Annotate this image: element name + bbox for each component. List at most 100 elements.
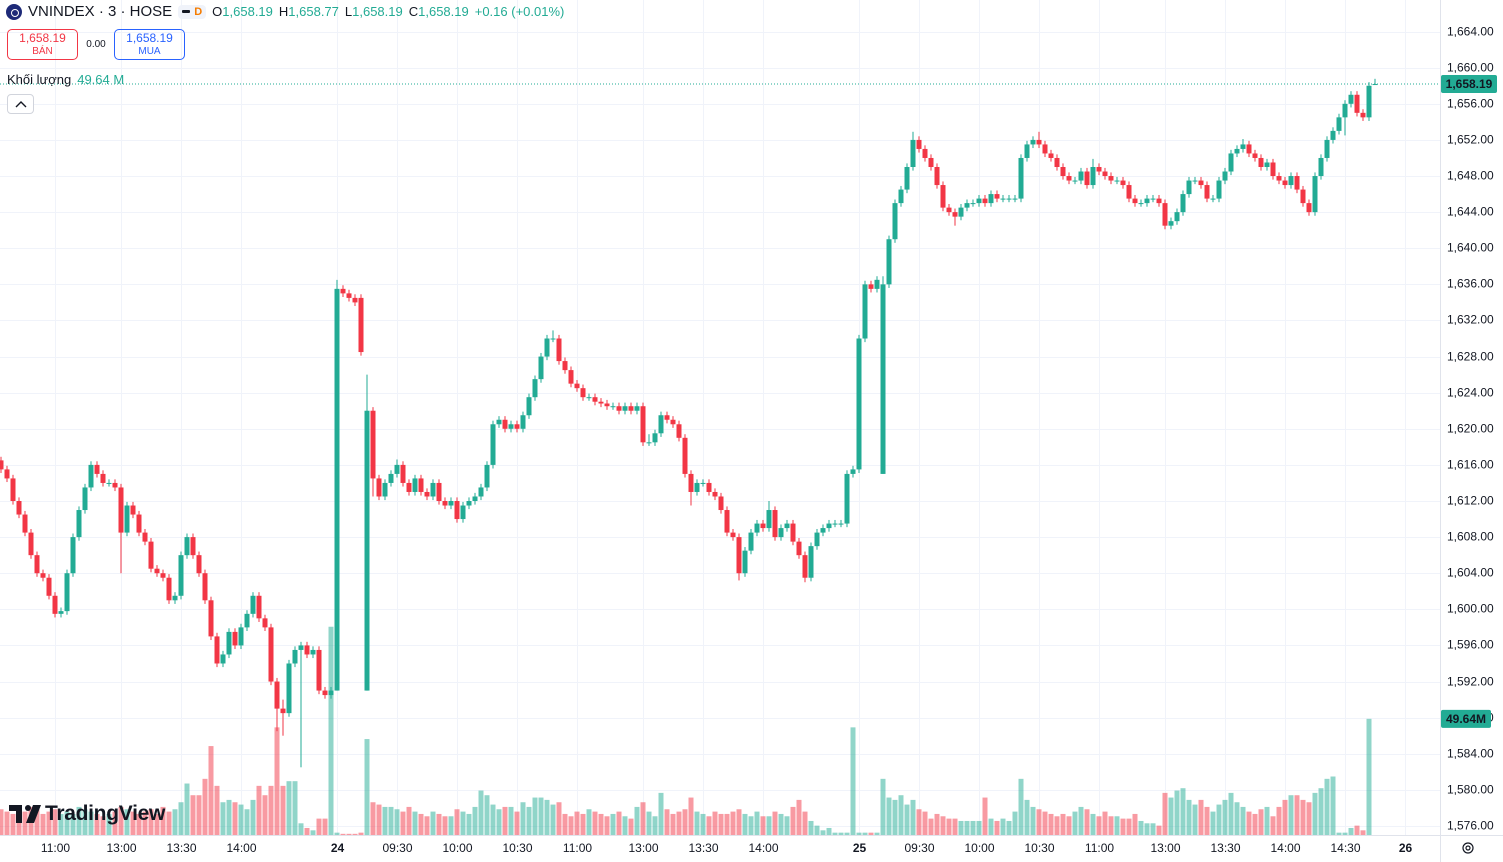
candle-body [196, 555, 202, 574]
candle-body [886, 239, 892, 285]
volume-bar [1222, 799, 1228, 835]
candle-body [598, 401, 604, 404]
volume-bar [790, 806, 796, 835]
candle-body [22, 514, 28, 533]
candle-body [88, 464, 94, 488]
candle-body [154, 568, 160, 574]
candle-body [910, 139, 916, 167]
volume-bar [1036, 809, 1042, 835]
candle-body [682, 437, 688, 474]
candle-body [136, 514, 142, 533]
volume-bar [196, 795, 202, 835]
candle-body [214, 636, 220, 664]
candle-body [472, 496, 478, 501]
candle-body [40, 573, 46, 578]
candle-body [1348, 94, 1354, 104]
logo-mark [9, 805, 41, 823]
logo-text: TradingView [45, 802, 166, 825]
volume-bar [526, 806, 532, 835]
candle-body [820, 528, 826, 533]
volume-bar [856, 832, 862, 835]
candle-body [574, 383, 580, 389]
candle-body [1336, 117, 1342, 131]
candle-body [166, 577, 172, 601]
candle-body [802, 555, 808, 578]
volume-tag-label: 49.64M [1446, 712, 1486, 726]
volume-bar [700, 813, 706, 835]
volume-bar [760, 816, 766, 835]
volume-bar [646, 811, 652, 835]
volume-bar [1312, 792, 1318, 835]
candle-body [508, 424, 514, 429]
volume-bar [988, 818, 994, 835]
candle-body [142, 532, 148, 542]
volume-bar [934, 813, 940, 835]
volume-bar [208, 746, 214, 835]
trade-buttons: 1,658.19 BÁN 0.00 1,658.19 MUA [7, 29, 185, 60]
interval-pill[interactable]: D [178, 4, 207, 19]
volume-bar [640, 802, 646, 835]
candle-body [772, 510, 778, 538]
volume-bar [1240, 806, 1246, 835]
candle-body [550, 338, 556, 340]
candle-body [1054, 157, 1060, 167]
volume-bar [220, 802, 226, 835]
volume-bar [580, 813, 586, 835]
volume-bar [310, 830, 316, 835]
volume-bar [1300, 799, 1306, 835]
candle-body [1078, 171, 1084, 181]
volume-bar [112, 811, 118, 835]
candle-body [1150, 198, 1156, 200]
volume-bar [946, 818, 952, 835]
candle-body [1156, 198, 1162, 204]
volume-legend: Khối lượng 49.64 M [7, 72, 124, 87]
candle-body [130, 505, 136, 515]
volume-bar [1000, 818, 1006, 835]
volume-bar [1012, 811, 1018, 835]
candle-body [1234, 148, 1240, 154]
candle-body [616, 406, 622, 411]
candle-body [232, 631, 238, 646]
candle-body [1300, 189, 1306, 204]
candle-body [1354, 94, 1360, 113]
candle-body [334, 288, 340, 691]
candle-body [1012, 198, 1018, 200]
volume-bar [250, 799, 256, 835]
candle-body [904, 167, 910, 190]
x-tick-label: 10:00 [442, 841, 472, 855]
candle-body [1180, 194, 1186, 213]
volume-bar [418, 813, 424, 835]
candle-body [580, 388, 586, 398]
candle-body [760, 523, 766, 529]
candle-body [1222, 171, 1228, 181]
volume-bar [970, 820, 976, 835]
volume-bar [664, 809, 670, 835]
sell-button[interactable]: 1,658.19 BÁN [7, 29, 78, 60]
ohlc-key: H [278, 4, 289, 19]
collapse-button[interactable] [7, 94, 34, 114]
volume-bar [184, 783, 190, 835]
candle-body [394, 464, 400, 474]
volume-bar [172, 809, 178, 835]
candle-body [1306, 203, 1312, 213]
x-tick-label: 26 [1399, 841, 1413, 855]
volume-bar [214, 785, 220, 835]
spread: 0.00 [86, 39, 106, 50]
volume-bar [412, 811, 418, 835]
volume-bar [982, 797, 988, 835]
candle-body [1120, 180, 1126, 186]
volume-bar [1270, 816, 1276, 835]
volume-bar [1342, 832, 1348, 835]
volume-bar [1282, 799, 1288, 835]
buy-button[interactable]: 1,658.19 MUA [114, 29, 185, 60]
volume-bar [676, 811, 682, 835]
volume-bar [202, 778, 208, 835]
candle-body [70, 537, 76, 574]
settings-icon[interactable] [1461, 841, 1475, 855]
candle-body [400, 464, 406, 483]
volume-bar [136, 813, 142, 835]
x-tick-label: 14:00 [1270, 841, 1300, 855]
candle-body [1048, 153, 1054, 158]
volume-bar [148, 809, 154, 835]
